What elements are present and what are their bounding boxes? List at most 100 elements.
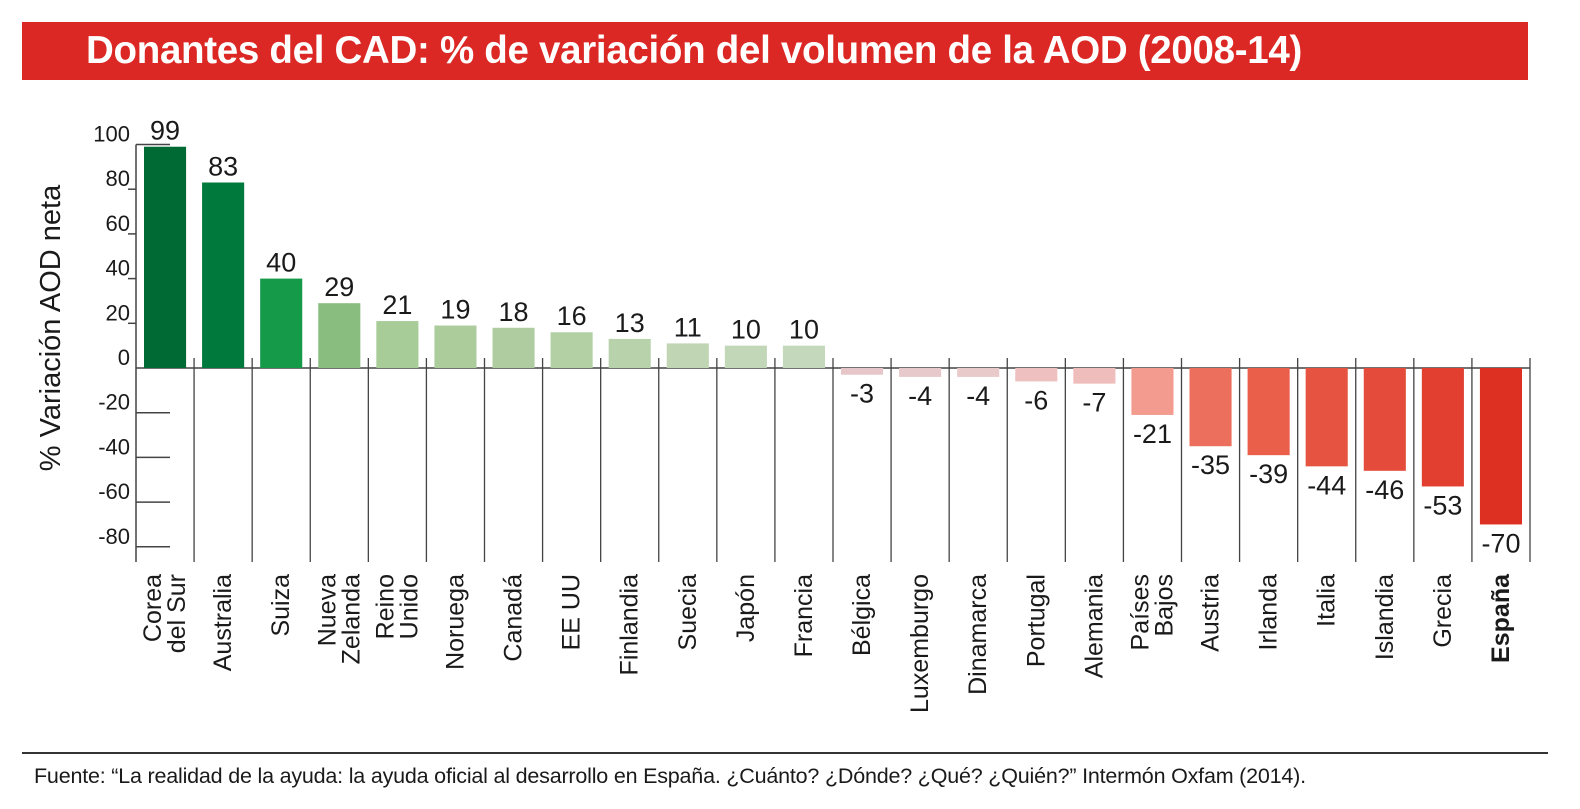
y-tick-label: 40 [106,256,130,281]
value-label: 21 [382,290,412,320]
y-tick-label: 20 [106,300,130,325]
value-label: -39 [1249,459,1288,489]
bar [724,345,767,368]
value-label: -4 [966,381,990,411]
category-label-line: Zelanda [337,574,365,664]
category-label-line: Australia [209,574,237,671]
category-label: Bélgica [848,574,876,656]
value-label: 10 [789,315,819,345]
category-label-line: Irlanda [1255,574,1283,651]
value-label: -6 [1024,385,1048,415]
bar [782,345,825,368]
bar [1131,368,1174,415]
bar [260,278,303,368]
bar [899,368,942,377]
bar [434,325,477,368]
category-label-line: Alemania [1080,574,1108,678]
bar [1247,368,1290,456]
category-label: Portugal [1022,574,1050,667]
category-label-line: Unido [395,574,423,639]
category-label: EE UU [558,574,586,650]
category-label: Italia [1313,574,1341,627]
bar [841,368,884,375]
category-label: España [1487,573,1515,663]
bar [608,338,651,368]
category-label-line: Grecia [1429,574,1457,648]
bar [144,146,187,368]
category-label-line: Corea [139,574,167,642]
category-label: Islandia [1371,574,1399,660]
value-label: -4 [908,381,932,411]
category-label-line: Austria [1197,574,1225,652]
bar [1189,368,1232,447]
y-tick-label: -20 [98,390,130,415]
category-label-line: Portugal [1022,574,1050,667]
value-label: 16 [557,301,587,331]
bar [1305,368,1348,467]
category-label-line: Suecia [674,574,702,651]
bar [1073,368,1116,384]
value-label: -35 [1191,450,1230,480]
category-label: Irlanda [1255,574,1283,651]
category-label: Suiza [267,574,295,637]
category-label: Australia [209,574,237,671]
bar [666,343,709,368]
category-label: Alemania [1080,574,1108,678]
category-label-line: Canadá [500,574,528,662]
category-label-line: Nueva [313,574,341,646]
category-label: Austria [1197,574,1225,652]
y-tick-label: 100 [93,122,130,147]
bars-layer [144,146,1522,525]
value-label: -46 [1365,475,1404,505]
category-label: Luxemburgo [906,574,934,713]
value-label: 19 [440,295,470,325]
bar [957,368,1000,377]
value-label: -3 [850,379,874,409]
bar [202,182,245,368]
category-label-line: Islandia [1371,574,1399,660]
category-label-line: Suiza [267,574,295,637]
value-label: -7 [1082,388,1106,418]
footer-divider [22,752,1548,754]
category-label: Suecia [674,574,702,651]
value-labels-layer: 99 83 40 29 21 19 18 16 13 11 10 10 -3 -4 -4 -6 -7 -21 -35… [150,116,1520,559]
category-label-line: EE UU [558,574,586,650]
category-label-line: Países [1126,574,1154,650]
category-label: Canadá [500,574,528,662]
value-label: -44 [1307,470,1346,500]
category-label-line: Italia [1313,574,1341,627]
category-label-line: Francia [790,574,818,657]
axis-layer: 100 80 60 40 20 0 -20 -40 -60 -80 [93,122,1531,562]
value-label: -53 [1423,490,1462,520]
value-label: -21 [1133,419,1172,449]
category-label: Dinamarca [964,574,992,695]
value-label: 11 [674,312,702,342]
value-label: -70 [1481,528,1520,558]
source-note: Fuente: “La realidad de la ayuda: la ayu… [34,764,1306,788]
value-label: 40 [266,248,296,278]
category-label-line: Dinamarca [964,574,992,695]
category-label: Francia [790,574,818,657]
y-tick-label: 0 [118,345,130,370]
category-label-line: Noruega [441,574,469,670]
bar [318,303,361,368]
y-tick-label: -40 [98,434,130,459]
y-tick-label: 80 [106,166,130,191]
bar [550,332,593,368]
value-label: 83 [208,151,238,181]
category-label: Finlandia [616,574,644,676]
bar [1479,368,1522,525]
bar [1015,368,1058,382]
category-label: Japón [732,574,760,642]
category-label-line: Bajos [1150,574,1178,637]
y-tick-label: 60 [106,211,130,236]
category-label-line: Bélgica [848,574,876,656]
value-label: 99 [150,116,180,146]
category-label-line: Reino [371,574,399,639]
value-label: 29 [324,272,354,302]
y-tick-label: -60 [98,479,130,504]
category-label-line: España [1487,573,1515,663]
